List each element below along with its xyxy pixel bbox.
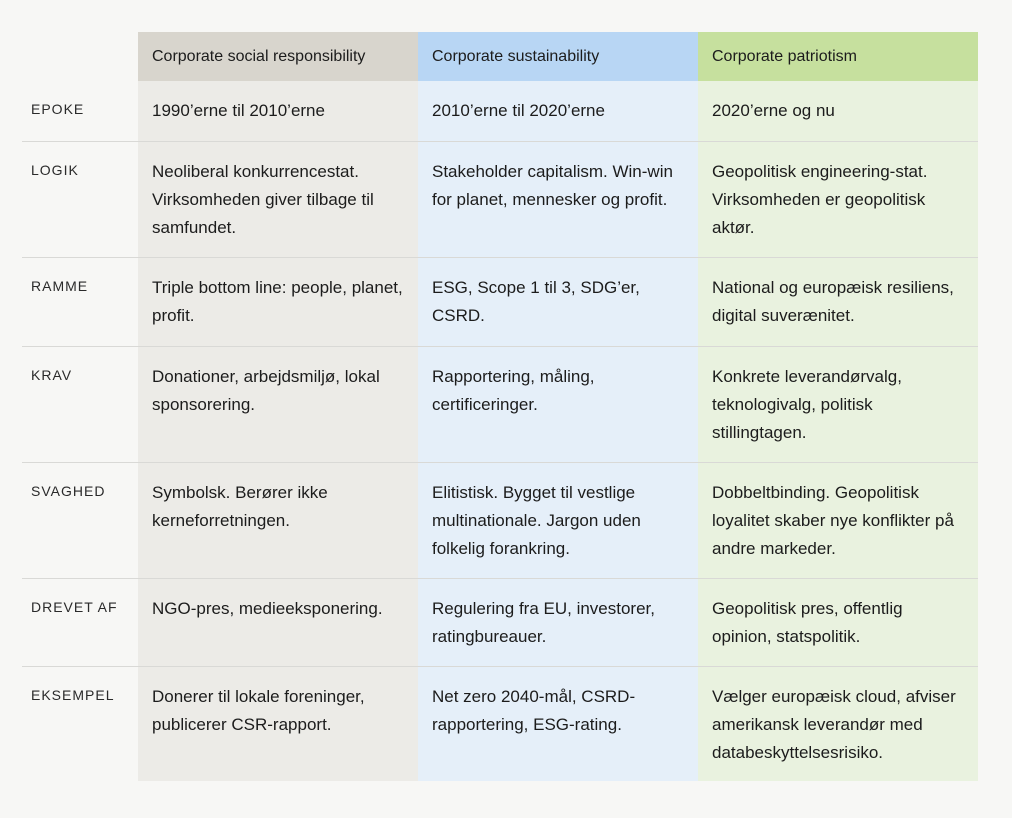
row-label-logik: LOGIK	[22, 141, 138, 257]
header-csr: Corporate social responsibility	[138, 32, 418, 81]
cell-krav-csr: Donationer, arbejdsmiljø, lokal sponsore…	[138, 346, 418, 462]
row-label-svaghed: SVAGHED	[22, 462, 138, 578]
row-label-epoke: EPOKE	[31, 101, 85, 117]
cell-eksempel-csr: Donerer til lokale foreninger, publicere…	[138, 666, 418, 781]
row-label-ramme: RAMME	[22, 257, 138, 346]
cell-ramme-patriotism: National og europæisk resiliens, digital…	[698, 257, 978, 346]
cell-svaghed-patriotism: Dobbeltbinding. Geopolitisk loyalitet sk…	[698, 462, 978, 578]
cell-eksempel-patriotism: Vælger europæisk cloud, afviser amerikan…	[698, 666, 978, 781]
cell-drevet-af-sustainability: Regulering fra EU, investorer, ratingbur…	[418, 578, 698, 666]
cell-ramme-sustainability: ESG, Scope 1 til 3, SDG’er, CSRD.	[418, 257, 698, 346]
cell-drevet-af-csr: NGO-pres, medieeksponering.	[138, 578, 418, 666]
cell-svaghed-csr: Symbolsk. Berører ikke kerneforretningen…	[138, 462, 418, 578]
row-label-krav: KRAV	[22, 346, 138, 462]
cell-logik-csr: Neoliberal konkurrencestat. Virksomheden…	[138, 141, 418, 257]
cell-eksempel-sustainability: Net zero 2040-mål, CSRD-rapportering, ES…	[418, 666, 698, 781]
cell-epoke-csr: 1990’erne til 2010’erne	[138, 81, 418, 141]
row-label-drevet-af: DREVET AF	[22, 578, 138, 666]
cell-ramme-csr: Triple bottom line: people, planet, prof…	[138, 257, 418, 346]
cell-svaghed-sustainability: Elitistisk. Bygget til vestlige multinat…	[418, 462, 698, 578]
cell-krav-sustainability: Rapportering, måling, certificeringer.	[418, 346, 698, 462]
comparison-table: Corporate social responsibility Corporat…	[22, 32, 978, 781]
row-label-eksempel: EKSEMPEL	[22, 666, 138, 781]
header-patriotism: Corporate patriotism	[698, 32, 978, 81]
cell-krav-patriotism: Konkrete leverandørvalg, teknologivalg, …	[698, 346, 978, 462]
cell-logik-sustainability: Stakeholder capitalism. Win-win for plan…	[418, 141, 698, 257]
cell-epoke-patriotism: 2020’erne og nu	[698, 81, 978, 141]
cell-logik-patriotism: Geopolitisk engineering-stat. Virksomhed…	[698, 141, 978, 257]
cell-epoke-sustainability: 2010’erne til 2020’erne	[418, 81, 698, 141]
header-corner	[22, 32, 138, 81]
header-sustainability: Corporate sustainability	[418, 32, 698, 81]
cell-drevet-af-patriotism: Geopolitisk pres, offentlig opinion, sta…	[698, 578, 978, 666]
